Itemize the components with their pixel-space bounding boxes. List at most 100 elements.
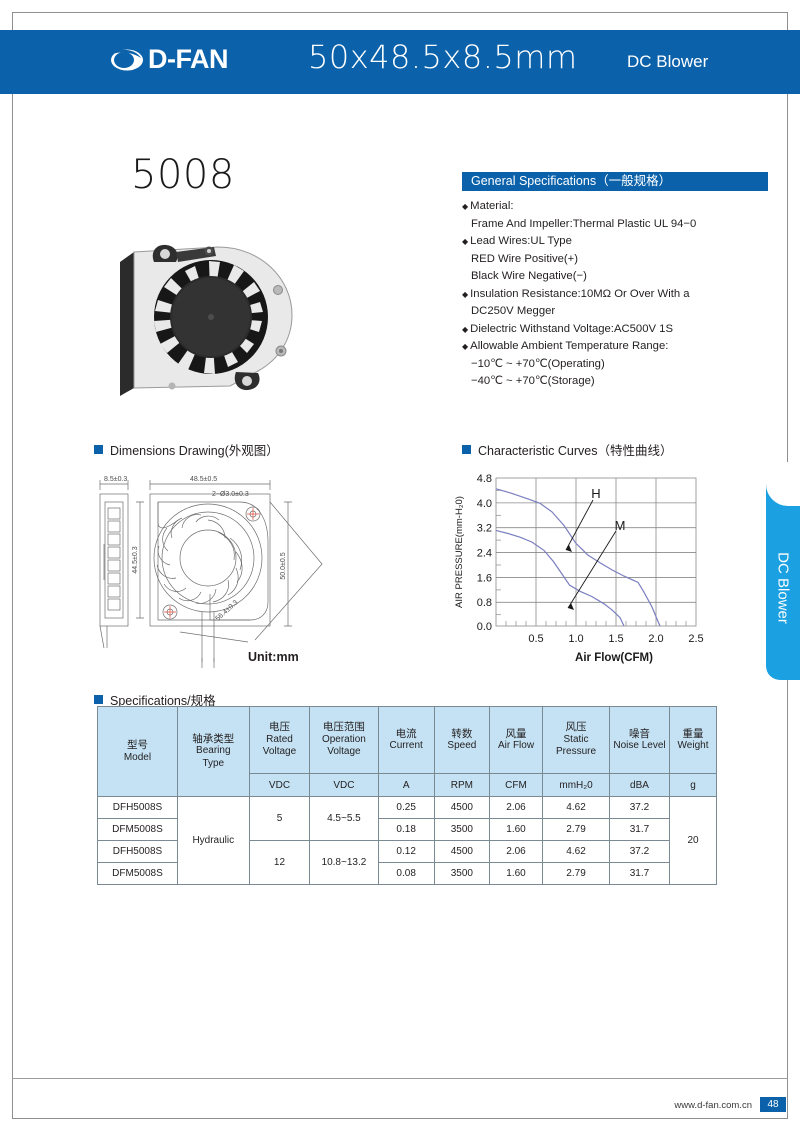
diamond-bullet-icon: ◆ [462, 289, 469, 299]
spec-line: Black Wire Negative(−) [462, 268, 782, 286]
cell-weight: 20 [669, 796, 717, 885]
table-row: DFM5008S 0.18 3500 1.60 2.79 31.7 [97, 818, 717, 841]
col-air-flow: 风量 Air Flow [488, 706, 544, 774]
cell-operation-voltage: 10.8~13.2 [309, 840, 379, 885]
series-label-m: M [615, 518, 626, 533]
diamond-bullet-icon: ◆ [462, 202, 469, 211]
cell-static-pressure: 2.79 [542, 818, 610, 841]
x-tick: 0.5 [528, 633, 543, 645]
col-current: 电流 Current [377, 706, 435, 774]
cell-noise-level: 31.7 [608, 862, 671, 885]
spec-text: Lead Wires:UL Type [470, 235, 572, 247]
section-label: Dimensions Drawing(外观图） [110, 444, 279, 458]
cell-current: 0.12 [377, 840, 435, 863]
col-operation-voltage: 电压范围 Operation Voltage [309, 706, 379, 774]
dim-width: 48.5±0.5 [190, 476, 217, 483]
y-tick: 2.4 [477, 548, 492, 560]
section-label: Specifications/规格 [110, 694, 216, 708]
cell-current: 0.08 [377, 862, 435, 885]
series-label-h: H [591, 486, 600, 501]
brand-name: D-FAN [148, 44, 229, 74]
cell-model: DFH5008S [97, 840, 178, 863]
header-subtitle: DC Blower [627, 52, 709, 71]
spec-line: Frame And Impeller:Thermal Plastic UL 94… [462, 216, 782, 234]
footer-divider [12, 1078, 788, 1079]
dim-thickness: 8.5±0.3 [104, 476, 127, 483]
cell-static-pressure: 4.62 [542, 796, 610, 819]
specifications-table-wrap: 型号 Model 轴承类型 Bearing Type 电压 Rated Voltag… [97, 706, 717, 885]
cell-noise-level: 37.2 [608, 796, 671, 819]
y-tick: 0.0 [477, 621, 492, 633]
cell-model: DFH5008S [97, 796, 178, 819]
side-tab-label: DC Blower [774, 552, 792, 625]
cell-air-flow: 2.06 [488, 796, 544, 819]
spec-line: ◆ Allowable Ambient Temperature Range: [462, 338, 782, 356]
cell-air-flow: 1.60 [488, 818, 544, 841]
unit-air-flow: CFM [488, 773, 544, 797]
unit-rated-voltage: VDC [248, 773, 311, 797]
y-tick: 1.6 [477, 572, 492, 584]
product-photo [110, 190, 310, 400]
dimensions-drawing: 8.5±0.3 48.5±0.5 2−Ø3.0±0.3 44.5±0.3 50.… [90, 462, 420, 672]
table-row: DFH5008S 12 10.8~13.2 0.12 4500 2.06 4.6… [97, 840, 717, 885]
cell-noise-level: 37.2 [608, 840, 671, 863]
spec-line: DC250V Megger [462, 303, 782, 321]
general-specifications-title: General Specifications（一般规格） [462, 172, 768, 191]
spec-text: Material: [470, 200, 514, 212]
y-tick: 0.8 [477, 597, 492, 609]
y-tick: 4.8 [477, 473, 492, 485]
spec-text: Black Wire Negative(−) [471, 270, 587, 282]
cell-speed: 3500 [433, 862, 490, 885]
unit-label: Unit:mm [248, 650, 299, 664]
cell-noise-level: 31.7 [608, 818, 671, 841]
y-tick: 4.0 [477, 498, 492, 510]
cell-static-pressure: 4.62 [542, 840, 610, 863]
x-tick: 1.5 [608, 633, 623, 645]
x-tick: 2.5 [688, 633, 703, 645]
section-label: Characteristic Curves（特性曲线） [478, 444, 673, 458]
cell-speed: 4500 [433, 840, 490, 863]
spec-line: ◆ Dielectric Withstand Voltage:AC500V 1S [462, 321, 782, 339]
table-header: 型号 Model 轴承类型 Bearing Type 电压 Rated Voltag… [97, 706, 717, 797]
cell-air-flow: 2.06 [488, 840, 544, 863]
spec-text: RED Wire Positive(+) [471, 252, 579, 265]
side-tab-dc-blower: DC Blower [766, 462, 800, 680]
page-header: D-FAN 50x48.5x8.5mm DC Blower [0, 30, 800, 94]
cell-speed: 4500 [433, 796, 490, 819]
page-number-badge: 48 [760, 1097, 786, 1112]
unit-weight: g [669, 773, 717, 797]
col-weight: 重量 Weight [669, 706, 717, 774]
cell-model: DFM5008S [97, 862, 178, 885]
diamond-bullet-icon: ◆ [462, 237, 469, 246]
specifications-table: 型号 Model 轴承类型 Bearing Type 电压 Rated Voltag… [97, 706, 717, 885]
x-axis-title: Air Flow(CFM) [575, 652, 653, 664]
dim-height: 44.5±0.3 [132, 546, 139, 573]
model-number: 5008 [131, 152, 235, 198]
cell-rated-voltage: 5 [248, 796, 311, 841]
side-tab-notch [766, 462, 800, 506]
spec-line: −40℃ ~ +70℃(Storage) [462, 373, 782, 391]
unit-noise-level: dBA [608, 773, 671, 797]
spec-text: Insulation Resistance:10MΩ Or Over With … [470, 287, 690, 300]
cell-static-pressure: 2.79 [542, 862, 610, 885]
square-bullet-icon [94, 695, 103, 704]
dim-diag-right: 50.0±0.5 [280, 552, 287, 579]
curve-m [495, 529, 625, 627]
y-tick: 3.2 [477, 523, 492, 535]
spec-line: ◆ Material: [462, 198, 782, 216]
square-bullet-icon [462, 445, 471, 454]
characteristic-curves-chart: 4.8 4.0 3.2 2.4 1.6 0.8 0.0 0.5 1.0 1.5 … [448, 468, 748, 680]
curve-h [495, 488, 661, 627]
footer-url: www.d-fan.com.cn [674, 1100, 752, 1111]
square-bullet-icon [94, 445, 103, 454]
col-model: 型号 Model [97, 706, 178, 797]
cell-speed: 3500 [433, 818, 490, 841]
page-title: 50x48.5x8.5mm [308, 38, 578, 76]
spec-line: RED Wire Positive(+) [462, 251, 782, 269]
section-heading-dimensions: Dimensions Drawing(外观图） [94, 440, 279, 459]
section-heading-specifications: Specifications/规格 [94, 690, 216, 709]
spec-text: DC250V Megger [471, 305, 556, 317]
table-body: DFH5008S Hydraulic 5 4.5~5.5 0.25 4500 2… [97, 796, 717, 885]
general-specifications-list: ◆ Material: Frame And Impeller:Thermal Pl… [462, 198, 782, 391]
spec-line: −10℃ ~ +70℃(Operating) [462, 356, 782, 374]
